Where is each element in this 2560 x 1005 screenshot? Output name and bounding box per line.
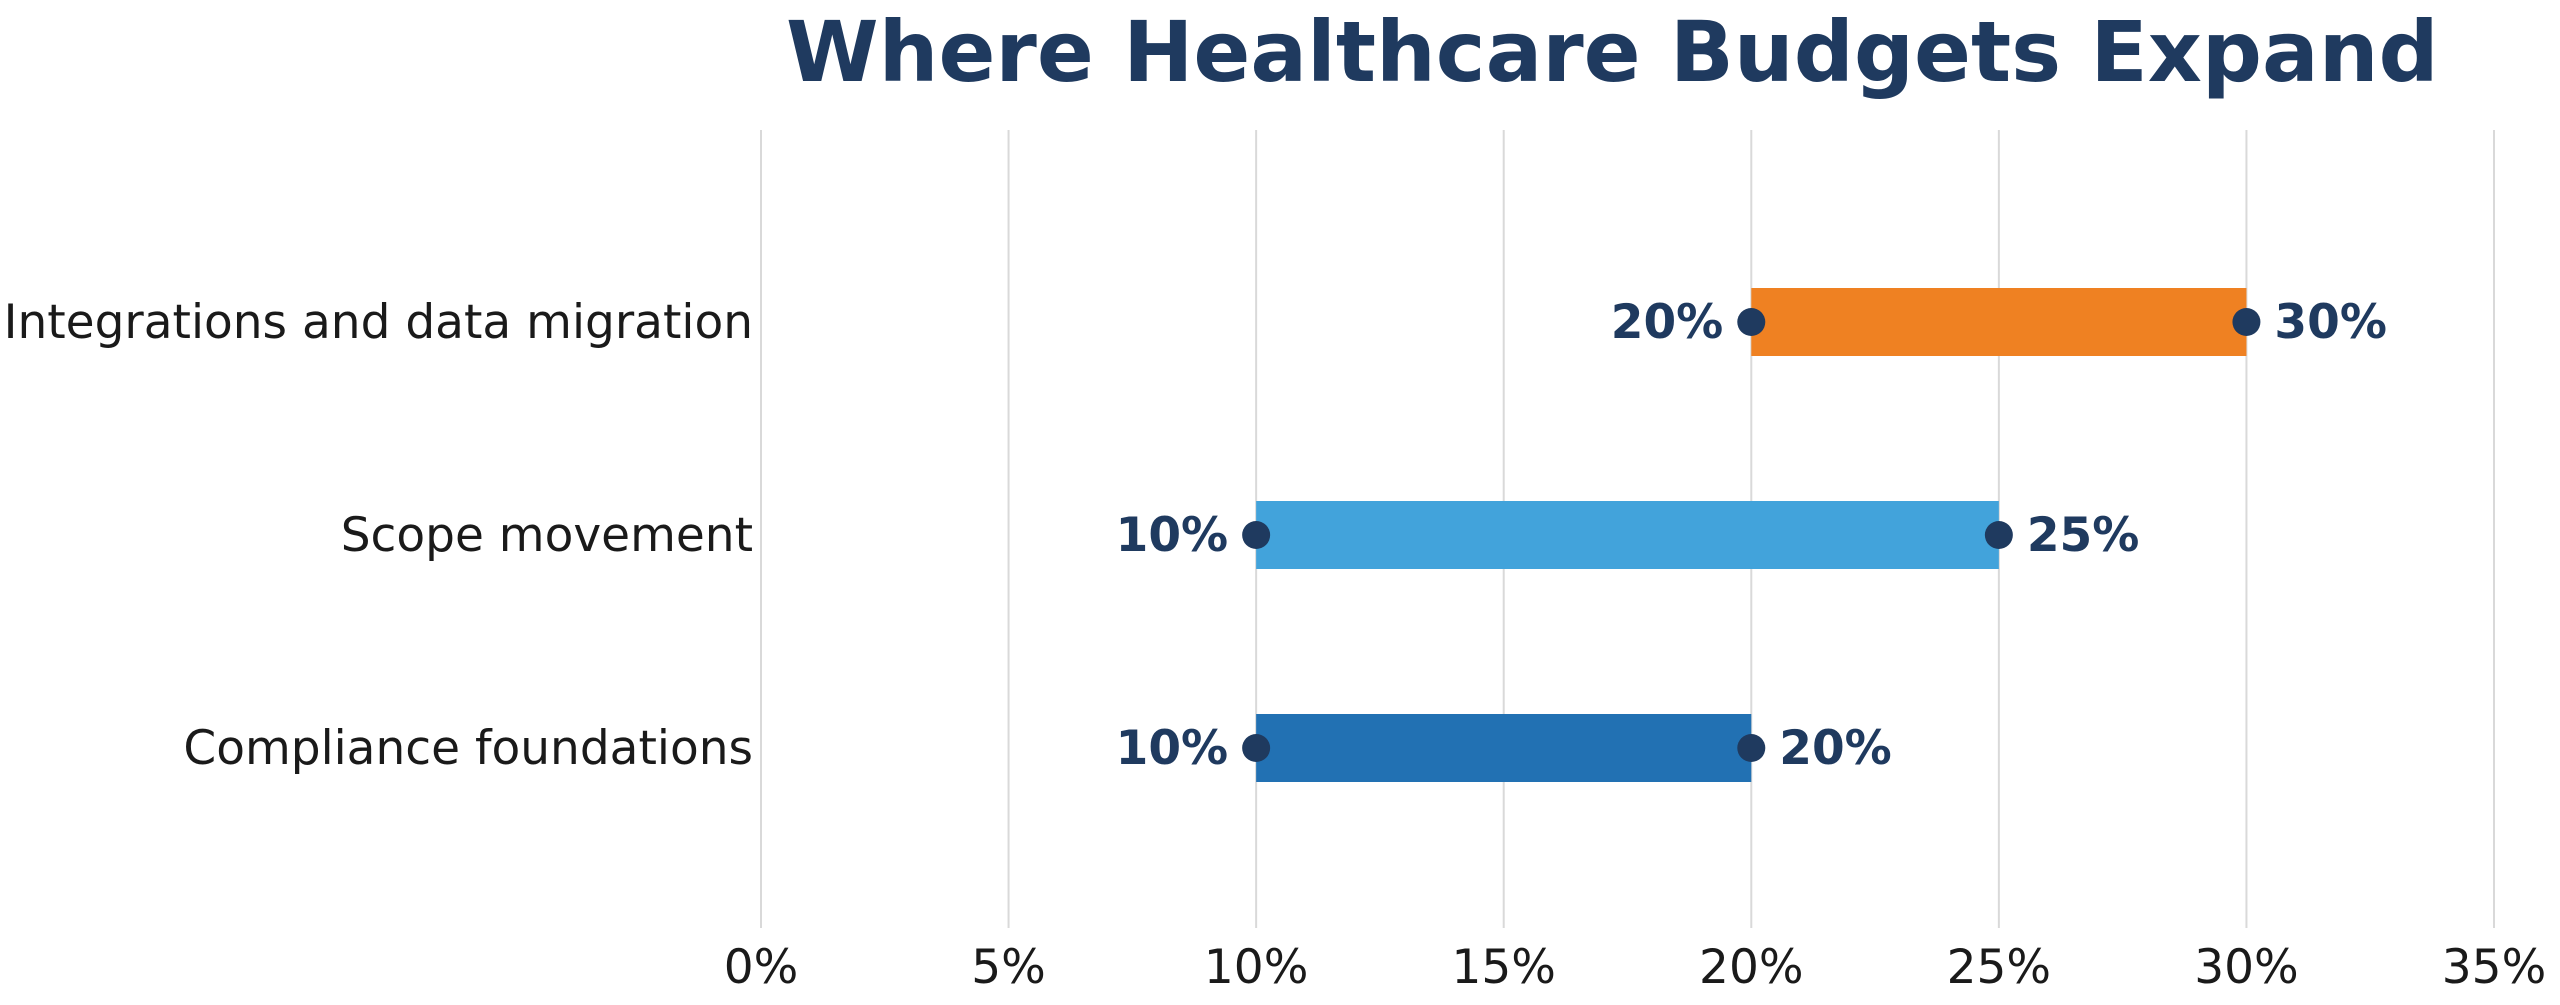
range-bar-compliance-foundations: [1256, 714, 1752, 782]
range-end-label-compliance-foundations: 20%: [1779, 721, 1892, 776]
range-start-label-integrations-and-data-migration: 20%: [1611, 295, 1724, 350]
x-tick-label: 10%: [1204, 940, 1308, 995]
range-end-point-compliance-foundations: [1737, 734, 1766, 762]
x-tick-label: 5%: [971, 940, 1046, 995]
range-bar-scope-movement: [1256, 501, 1999, 569]
x-tick-label: 20%: [1699, 940, 1803, 995]
range-bars: [1242, 288, 2261, 782]
x-tick-label: 25%: [1947, 940, 2051, 995]
range-start-point-integrations-and-data-migration: [1737, 308, 1766, 336]
range-start-point-scope-movement: [1242, 521, 1271, 549]
range-end-point-integrations-and-data-migration: [2232, 308, 2261, 336]
chart-title: Where Healthcare Budgets Expand: [786, 3, 2439, 101]
x-tick-label: 30%: [2194, 940, 2298, 995]
category-label-scope-movement: Scope movement: [341, 508, 753, 563]
x-tick-label: 15%: [1451, 940, 1555, 995]
range-bar-integrations-and-data-migration: [1751, 288, 2247, 356]
range-end-label-scope-movement: 25%: [2027, 508, 2140, 563]
x-axis-ticks: 0% 5% 10% 15% 20% 25% 30% 35%: [724, 940, 2547, 995]
value-labels: 20% 30% 10% 25% 10% 20%: [1116, 295, 2387, 776]
range-start-point-compliance-foundations: [1242, 734, 1271, 762]
range-end-point-scope-movement: [1984, 521, 2013, 549]
range-start-label-compliance-foundations: 10%: [1116, 721, 1229, 776]
x-tick-label: 35%: [2442, 940, 2546, 995]
category-labels: Integrations and data migration Scope mov…: [4, 295, 753, 776]
category-label-compliance-foundations: Compliance foundations: [183, 721, 753, 776]
range-end-label-integrations-and-data-migration: 30%: [2274, 295, 2387, 350]
range-start-label-scope-movement: 10%: [1116, 508, 1229, 563]
category-label-integrations-and-data-migration: Integrations and data migration: [4, 295, 753, 350]
x-tick-label: 0%: [724, 940, 799, 995]
